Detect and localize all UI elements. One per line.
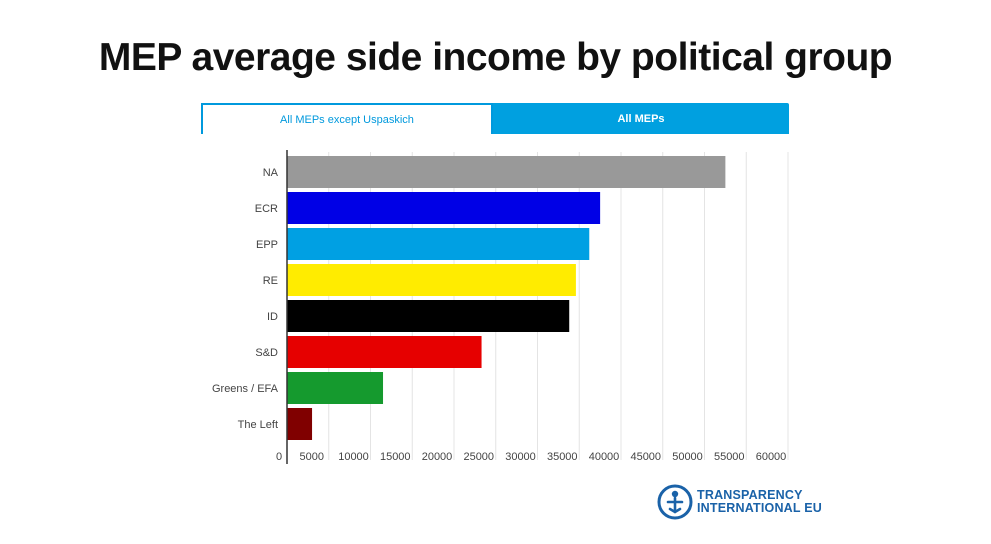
tab-all-meps[interactable]: All MEPs (493, 103, 789, 134)
bar-epp (287, 228, 590, 260)
category-label: NA (263, 167, 279, 179)
x-tick-label: 55000 (714, 451, 745, 463)
chart-title: MEP average side income by political gro… (98, 36, 893, 79)
x-tick-label: 35000 (547, 451, 578, 463)
category-label: RE (263, 275, 278, 287)
logo-line-2: INTERNATIONAL EU (697, 501, 822, 515)
category-label: The Left (238, 419, 278, 431)
bar-the-left (287, 408, 313, 440)
bar-na (287, 156, 726, 188)
tab-all-meps-except-uspaskich[interactable]: All MEPs except Uspaskich (201, 103, 493, 134)
category-label: Greens / EFA (212, 383, 279, 395)
x-tick-label: 50000 (672, 451, 703, 463)
x-tick-label: 25000 (463, 451, 494, 463)
bar-re (287, 264, 576, 296)
category-label: ECR (255, 203, 278, 215)
x-tick-label: 0 (276, 451, 282, 463)
bar-s-d (287, 336, 482, 368)
x-tick-label: 15000 (380, 451, 411, 463)
category-label: S&D (255, 347, 278, 359)
logo-line-1: TRANSPARENCY (697, 488, 803, 502)
bar-ecr (287, 192, 601, 224)
x-tick-label: 20000 (422, 451, 453, 463)
bar-id (287, 300, 570, 332)
category-label: ID (267, 311, 278, 323)
x-tick-label: 10000 (338, 451, 369, 463)
category-label: EPP (256, 239, 278, 251)
view-tabs: All MEPs except Uspaskich All MEPs (201, 103, 789, 134)
bar-greens-efa (287, 372, 384, 404)
x-tick-label: 30000 (505, 451, 536, 463)
x-tick-label: 40000 (589, 451, 620, 463)
transparency-international-icon (657, 484, 693, 520)
x-tick-label: 60000 (756, 451, 787, 463)
x-tick-label: 45000 (630, 451, 661, 463)
transparency-international-logo: TRANSPARENCY INTERNATIONAL EU (657, 484, 822, 520)
x-tick-label: 5000 (300, 451, 324, 463)
